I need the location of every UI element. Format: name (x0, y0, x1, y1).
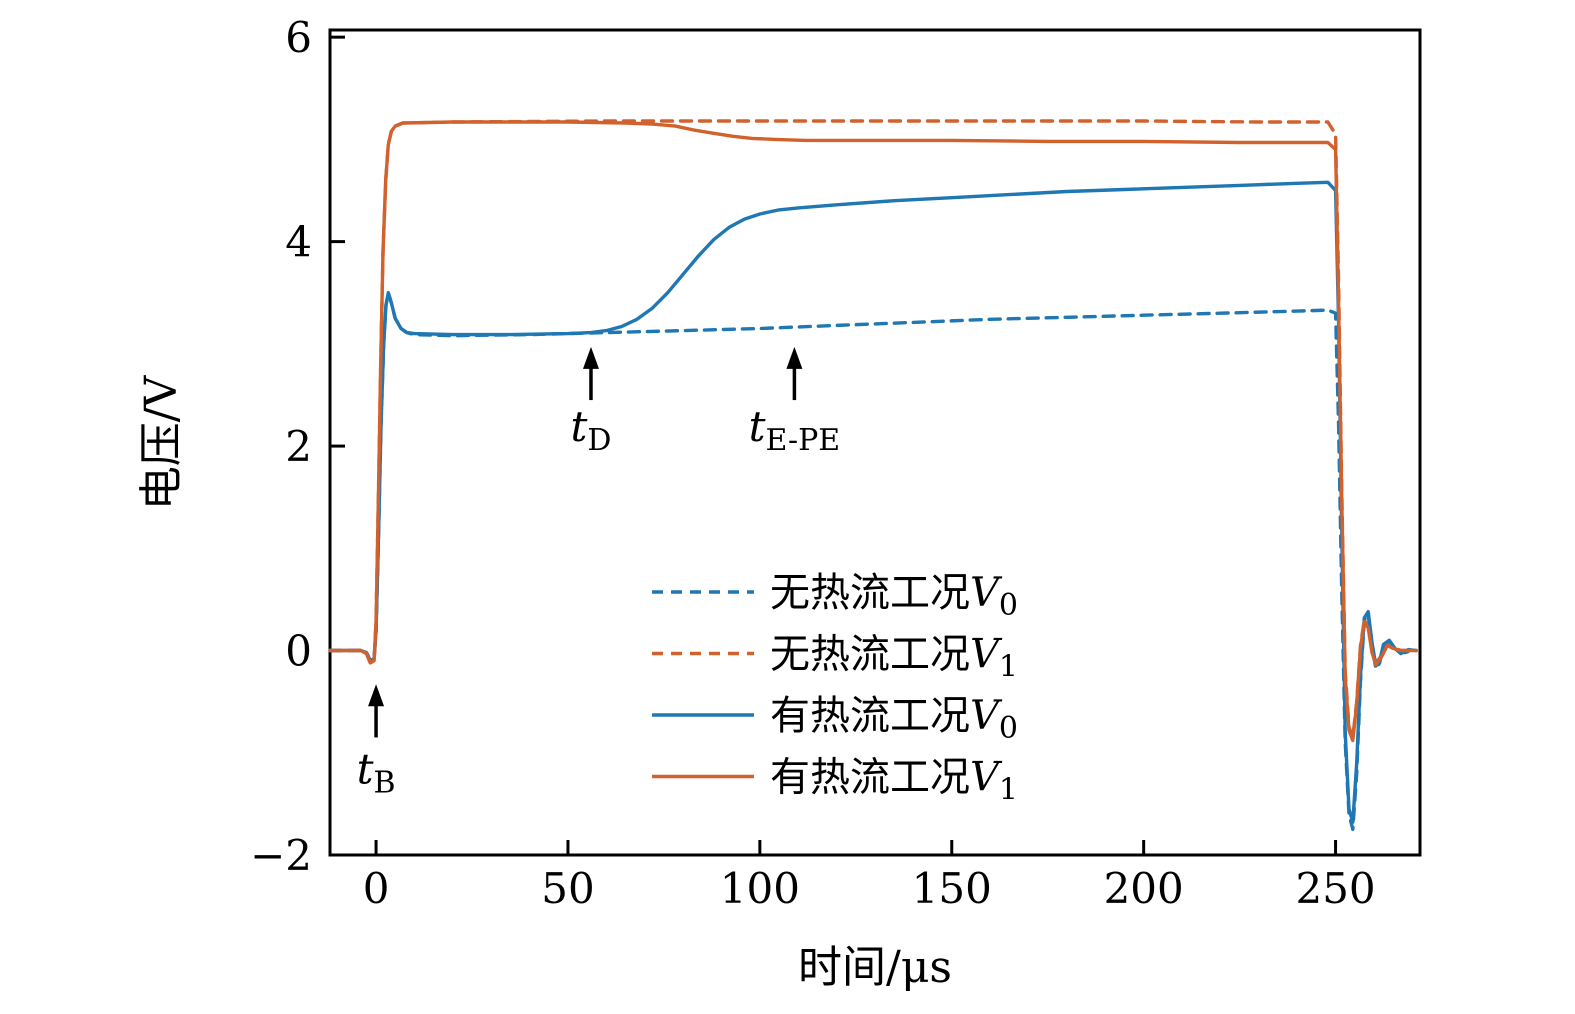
annotation-label-t-E-PE: tE-PE (749, 402, 841, 458)
x-tick-label: 50 (541, 864, 594, 913)
x-axis-label: 时间/μs (798, 942, 952, 993)
legend-label: 有热流工况V1 (770, 755, 1018, 808)
annotation-arrow-head-t-D (582, 346, 599, 369)
legend-label: 无热流工况V1 (770, 632, 1018, 685)
y-tick-label: 0 (285, 627, 312, 676)
y-tick-label: −2 (250, 831, 312, 880)
annotation-arrow-head-t-B (368, 684, 385, 707)
y-tick-label: 4 (285, 218, 312, 267)
series-line-you-v1 (328, 120, 1418, 743)
annotation-label-t-B: tB (357, 744, 396, 800)
y-tick-label: 6 (285, 13, 312, 62)
legend-label: 有热流工况V0 (770, 693, 1018, 746)
x-tick-label: 200 (1104, 864, 1184, 913)
chart-generated: 0 50 100 150 200 250 −2 0 2 4 6 无热流工况V0 无热流工况V1 有热流工况… (250, 13, 1422, 913)
x-tick-label: 250 (1295, 864, 1375, 913)
x-tick-label: 0 (363, 864, 390, 913)
x-tick-label: 150 (912, 864, 992, 913)
legend-label: 无热流工况V0 (770, 570, 1018, 623)
annotation-label-t-D: tD (571, 402, 612, 458)
y-axis-label: 电压/V (136, 374, 187, 510)
series-line-wu-v0 (328, 291, 1418, 832)
annotation-arrow-head-t-E-PE (786, 346, 803, 369)
plot-frame (328, 28, 1422, 857)
y-tick-label: 2 (285, 422, 312, 471)
x-tick-label: 100 (720, 864, 800, 913)
